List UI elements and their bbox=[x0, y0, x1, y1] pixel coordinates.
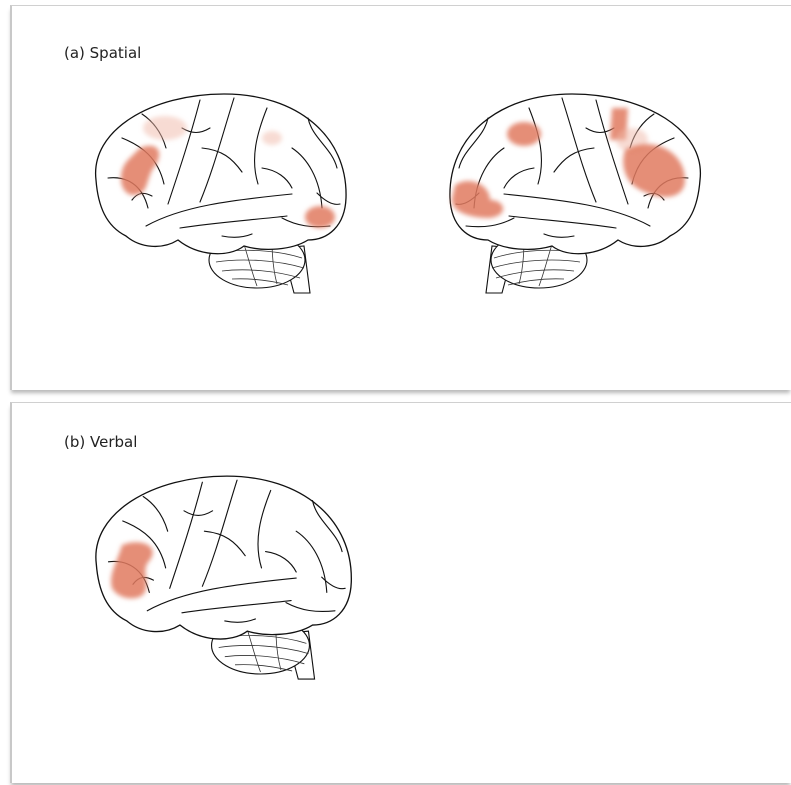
brain-left-a bbox=[94, 93, 347, 294]
brain-b bbox=[95, 475, 353, 680]
panel-label: (a) Spatial bbox=[64, 44, 142, 62]
panel-label: (b) Verbal bbox=[64, 433, 138, 451]
brain-right-a bbox=[449, 93, 702, 294]
